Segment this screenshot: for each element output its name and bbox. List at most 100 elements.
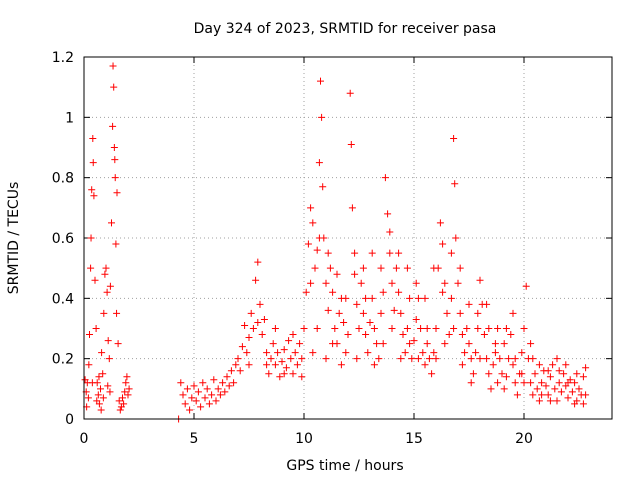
data-point <box>112 240 120 248</box>
data-point <box>337 361 345 369</box>
data-point <box>571 400 579 408</box>
axis-ticks: 0 0.2 0.4 0.6 0.8 1 1.2 0 5 10 15 20 <box>52 50 612 447</box>
data-point <box>309 219 317 227</box>
data-point <box>313 246 321 254</box>
data-point <box>291 349 299 357</box>
data-point <box>388 325 396 332</box>
data-point <box>395 288 403 296</box>
data-point <box>124 391 132 399</box>
data-point <box>285 337 293 345</box>
data-point <box>362 294 370 302</box>
data-point <box>476 355 484 363</box>
data-point <box>110 83 118 91</box>
data-point <box>417 325 425 332</box>
data-point <box>520 325 528 332</box>
data-point <box>388 279 396 287</box>
data-point <box>425 355 433 363</box>
data-point <box>307 204 315 212</box>
x-tick-label: 10 <box>295 431 313 447</box>
data-point <box>87 264 95 272</box>
data-point <box>423 325 431 332</box>
data-point <box>522 282 530 290</box>
data-point <box>520 379 528 387</box>
x-tick-label: 0 <box>80 431 89 447</box>
data-point <box>88 379 96 387</box>
data-point <box>269 340 277 348</box>
data-point <box>302 288 310 296</box>
data-point <box>315 234 323 242</box>
data-point <box>214 385 222 393</box>
data-point <box>564 394 572 402</box>
data-point <box>408 355 416 363</box>
data-point <box>194 388 202 396</box>
data-point <box>381 174 389 182</box>
data-point <box>579 400 587 408</box>
data-point <box>104 337 112 345</box>
data-point <box>115 397 123 405</box>
data-point <box>476 276 484 284</box>
data-point <box>92 325 100 332</box>
data-point <box>494 325 502 332</box>
data-point <box>518 349 526 357</box>
data-point <box>546 397 554 405</box>
data-point <box>502 325 510 332</box>
data-point <box>100 309 108 317</box>
data-point <box>199 379 207 387</box>
plot-frame <box>83 56 613 420</box>
x-axis-label: GPS time / hours <box>286 458 403 474</box>
data-point <box>456 264 464 272</box>
data-point <box>99 370 107 378</box>
data-point <box>329 340 337 348</box>
data-point <box>456 309 464 317</box>
data-point <box>379 288 387 296</box>
data-point <box>373 340 381 348</box>
y-tick-label: 0.2 <box>52 352 74 368</box>
data-point <box>110 144 118 151</box>
data-point <box>95 373 103 381</box>
data-point <box>351 249 359 257</box>
data-point <box>280 346 288 354</box>
data-point <box>351 270 359 278</box>
data-point <box>458 331 466 339</box>
data-point <box>318 113 326 121</box>
data-point <box>300 325 308 332</box>
data-point <box>375 355 383 363</box>
data-point <box>225 382 233 390</box>
data-point <box>362 331 370 339</box>
data-point <box>359 309 367 317</box>
data-point <box>582 364 590 372</box>
data-point <box>216 391 224 399</box>
data-point <box>564 379 572 387</box>
data-point <box>538 391 546 399</box>
data-point <box>531 370 539 378</box>
data-point <box>443 309 451 317</box>
data-point <box>271 361 279 369</box>
data-point <box>573 370 581 378</box>
data-point <box>467 379 475 387</box>
data-point <box>86 331 93 339</box>
data-point <box>518 370 526 378</box>
data-point <box>201 394 209 402</box>
data-point <box>347 140 355 148</box>
data-point <box>346 89 354 97</box>
data-point <box>333 270 341 278</box>
data-point <box>377 309 385 317</box>
data-point <box>309 349 317 357</box>
data-point <box>254 258 262 266</box>
data-point <box>190 382 198 390</box>
data-point <box>533 385 541 393</box>
data-point <box>188 394 196 402</box>
data-point <box>555 367 563 375</box>
data-point <box>428 370 436 378</box>
data-point <box>535 361 543 369</box>
data-point <box>386 228 394 236</box>
data-point <box>463 325 471 332</box>
data-point <box>436 219 444 227</box>
data-point <box>406 294 414 302</box>
data-point <box>500 385 508 393</box>
data-point <box>390 306 398 314</box>
data-point <box>265 370 273 378</box>
data-point <box>500 340 508 348</box>
data-point <box>465 340 473 348</box>
